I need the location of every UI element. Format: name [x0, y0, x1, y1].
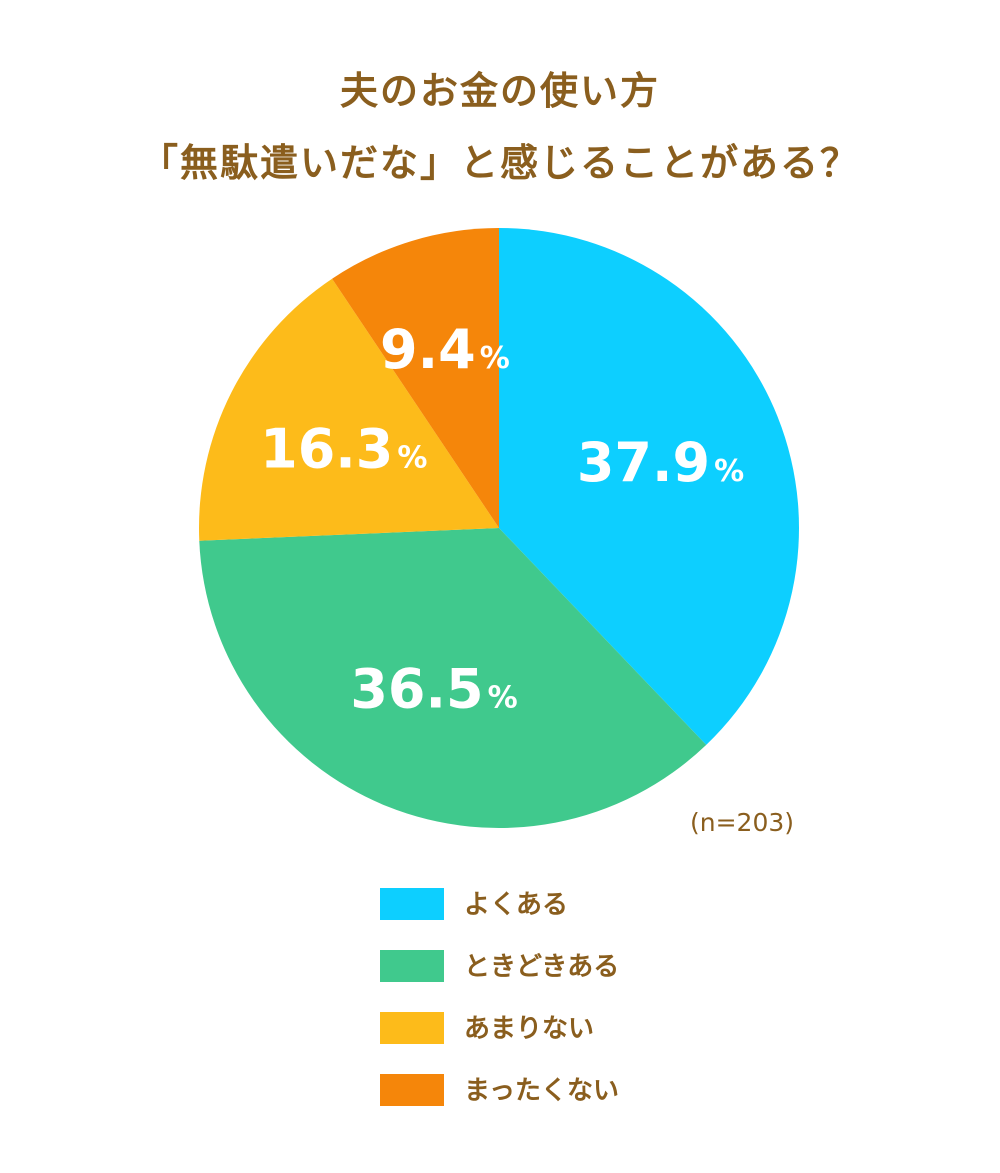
legend-swatch: [380, 888, 444, 920]
legend-label: あまりない: [464, 1014, 595, 1044]
slice-label-1: 37.9%: [577, 431, 744, 494]
pie-slice-4: [332, 228, 499, 528]
slice-unit: %: [714, 454, 744, 489]
legend-label: よくある: [464, 890, 569, 920]
legend-swatch: [380, 950, 444, 982]
slice-value: 16.3: [260, 417, 393, 480]
chart-title-line-2: 「無駄遣いだな」と感じることがある？: [139, 141, 860, 185]
legend-item-2: ときどきある: [380, 950, 780, 984]
chart-title-line-1: 夫のお金の使い方: [339, 69, 660, 113]
slice-unit: %: [488, 680, 518, 715]
slice-value: 9.4: [380, 318, 476, 381]
slice-label-3: 16.3%: [260, 417, 427, 480]
pie-chart: 37.9 %36.5 %16.3 %9.4%: [199, 228, 799, 828]
legend-swatch: [380, 1012, 444, 1044]
legend-label: ときどきある: [464, 952, 620, 982]
sample-size-note: (n=203): [690, 808, 795, 837]
slice-unit: %: [480, 341, 510, 376]
slice-unit: %: [397, 440, 427, 475]
slice-value: 37.9: [577, 431, 710, 494]
slice-value: 36.5: [350, 657, 483, 720]
slice-label-4: 9.4%: [380, 318, 510, 381]
pie-slice-2: [199, 528, 707, 828]
legend-item-1: よくある: [380, 888, 780, 922]
slice-label-2: 36.5%: [350, 657, 517, 720]
legend-item-3: あまりない: [380, 1012, 780, 1046]
pie-slice-3: [199, 278, 500, 541]
legend-label: まったくない: [464, 1076, 619, 1106]
legend-item-4: まったくない: [380, 1074, 780, 1108]
pie-slice-1: [499, 228, 799, 745]
legend-swatch: [380, 1074, 444, 1106]
